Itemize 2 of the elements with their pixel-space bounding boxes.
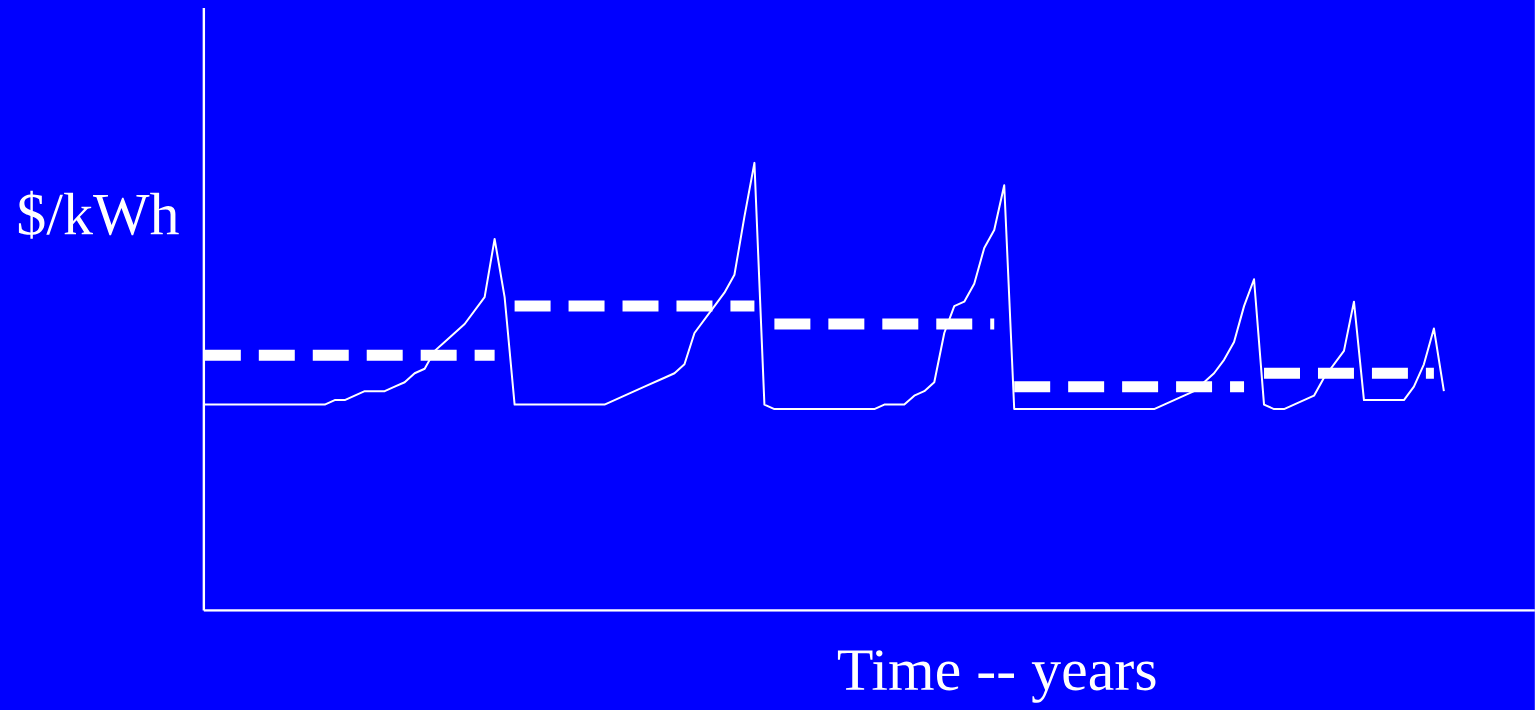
- y-axis-title: $/kWh: [18, 190, 179, 239]
- x-axis-title: Time -- years: [837, 649, 1156, 703]
